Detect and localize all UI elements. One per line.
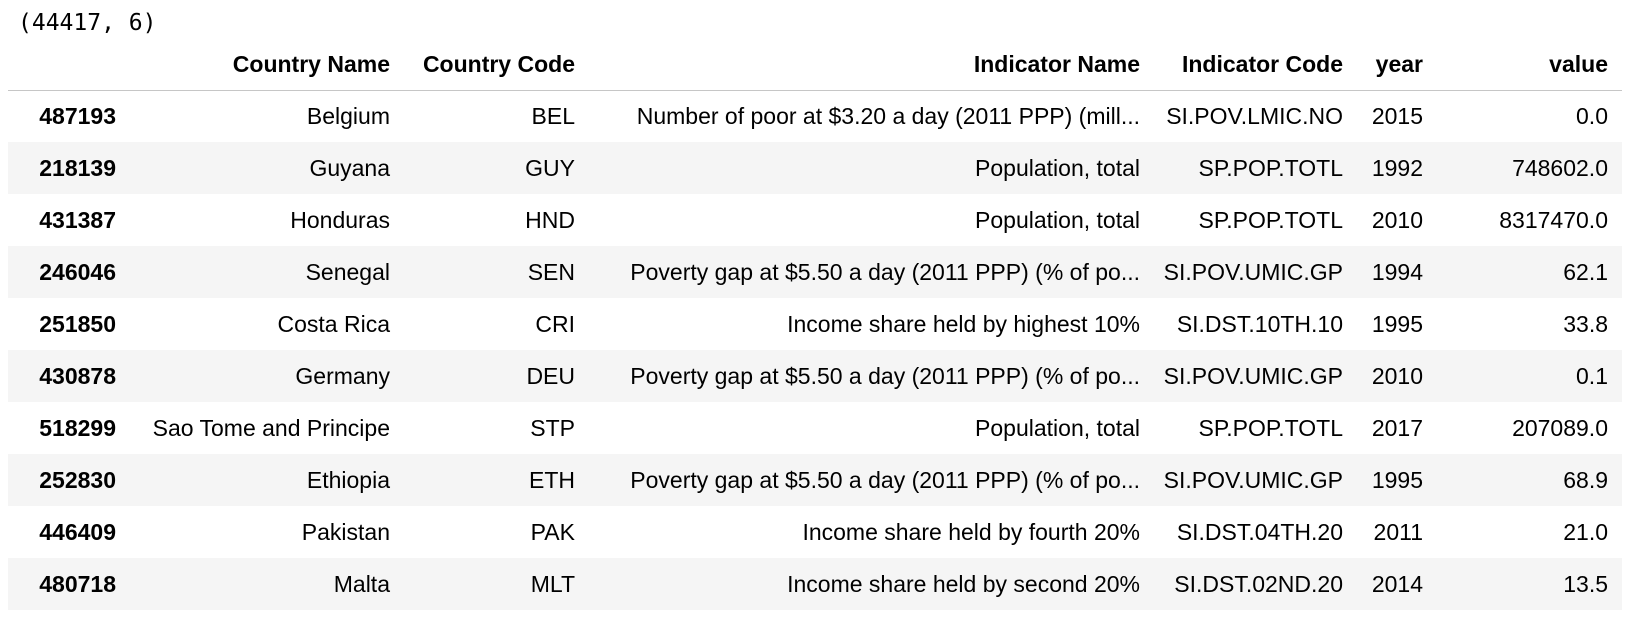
cell-indicator-name: Number of poor at $3.20 a day (2011 PPP)… [636, 102, 1140, 129]
cell-value: 0.0 [1576, 102, 1608, 129]
cell-value: 8317470.0 [1499, 206, 1608, 233]
cell-year: 2011 [1373, 518, 1423, 545]
table-row: 518299 Sao Tome and Principe STP Populat… [8, 402, 1622, 454]
header-row: Country Name Country Code Indicator Name… [8, 40, 1622, 91]
cell-country-code: GUY [525, 154, 575, 181]
cell-country-name: Honduras [290, 206, 390, 233]
cell-year: 2010 [1371, 206, 1423, 233]
header-index [8, 40, 130, 91]
row-index: 252830 [39, 466, 116, 493]
cell-indicator-code: SI.DST.02ND.20 [1174, 570, 1343, 597]
cell-value: 0.1 [1576, 362, 1608, 389]
table-body: 487193 Belgium BEL Number of poor at $3.… [8, 90, 1622, 610]
cell-indicator-code: SI.DST.04TH.20 [1176, 518, 1343, 545]
row-index: 518299 [39, 414, 116, 441]
cell-country-code: DEU [526, 362, 575, 389]
cell-year: 1994 [1371, 258, 1423, 285]
cell-indicator-code: SI.POV.UMIC.GP [1163, 258, 1343, 285]
dataframe-table: Country Name Country Code Indicator Name… [8, 40, 1622, 610]
cell-year: 1995 [1371, 310, 1423, 337]
cell-country-name: Costa Rica [277, 310, 390, 337]
cell-indicator-code: SI.DST.10TH.10 [1176, 310, 1343, 337]
row-index: 446409 [39, 518, 116, 545]
cell-country-code: SEN [527, 258, 575, 285]
row-index: 431387 [39, 206, 116, 233]
cell-year: 1995 [1371, 466, 1423, 493]
cell-indicator-name: Poverty gap at $5.50 a day (2011 PPP) (%… [630, 258, 1140, 285]
cell-country-name: Belgium [306, 102, 390, 129]
cell-country-code: CRI [535, 310, 575, 337]
cell-country-name: Ethiopia [306, 466, 390, 493]
cell-indicator-code: SI.POV.LMIC.NO [1166, 102, 1343, 129]
header-year: year [1357, 40, 1437, 91]
table-header: Country Name Country Code Indicator Name… [8, 40, 1622, 91]
header-country-name: Country Name [130, 40, 404, 91]
row-index: 430878 [39, 362, 116, 389]
table-row: 431387 Honduras HND Population, total SP… [8, 194, 1622, 246]
cell-country-code: STP [530, 414, 575, 441]
cell-value: 21.0 [1563, 518, 1608, 545]
header-indicator-code: Indicator Code [1154, 40, 1357, 91]
cell-year: 2015 [1371, 102, 1423, 129]
cell-indicator-name: Income share held by highest 10% [787, 310, 1140, 337]
table-row: 487193 Belgium BEL Number of poor at $3.… [8, 90, 1622, 142]
cell-indicator-code: SI.POV.UMIC.GP [1163, 362, 1343, 389]
cell-indicator-code: SP.POP.TOTL [1198, 206, 1343, 233]
cell-indicator-name: Population, total [975, 154, 1140, 181]
cell-country-name: Senegal [305, 258, 390, 285]
cell-indicator-name: Poverty gap at $5.50 a day (2011 PPP) (%… [630, 362, 1140, 389]
header-country-code: Country Code [404, 40, 589, 91]
cell-indicator-name: Poverty gap at $5.50 a day (2011 PPP) (%… [630, 466, 1140, 493]
cell-year: 2010 [1371, 362, 1423, 389]
table-row: 251850 Costa Rica CRI Income share held … [8, 298, 1622, 350]
cell-year: 1992 [1371, 154, 1423, 181]
cell-country-code: ETH [529, 466, 575, 493]
table-row: 218139 Guyana GUY Population, total SP.P… [8, 142, 1622, 194]
cell-country-code: MLT [530, 570, 575, 597]
cell-value: 207089.0 [1512, 414, 1608, 441]
header-indicator-name: Indicator Name [589, 40, 1154, 91]
table-row: 430878 Germany DEU Poverty gap at $5.50 … [8, 350, 1622, 402]
row-index: 480718 [39, 570, 116, 597]
dataframe-shape-output: (44417, 6) [18, 10, 157, 36]
cell-country-name: Guyana [309, 154, 390, 181]
row-index: 251850 [39, 310, 116, 337]
cell-country-name: Malta [333, 570, 390, 597]
cell-indicator-name: Population, total [975, 414, 1140, 441]
cell-value: 62.1 [1563, 258, 1608, 285]
table-row: 446409 Pakistan PAK Income share held by… [8, 506, 1622, 558]
cell-country-code: HND [525, 206, 575, 233]
cell-year: 2014 [1371, 570, 1423, 597]
table-row: 480718 Malta MLT Income share held by se… [8, 558, 1622, 610]
row-index: 246046 [39, 258, 116, 285]
cell-country-name: Pakistan [301, 518, 390, 545]
cell-indicator-code: SP.POP.TOTL [1198, 154, 1343, 181]
cell-value: 748602.0 [1512, 154, 1608, 181]
cell-value: 68.9 [1563, 466, 1608, 493]
cell-indicator-name: Income share held by second 20% [787, 570, 1140, 597]
cell-value: 33.8 [1563, 310, 1608, 337]
cell-country-name: Sao Tome and Principe [152, 414, 390, 441]
cell-year: 2017 [1371, 414, 1423, 441]
cell-indicator-name: Population, total [975, 206, 1140, 233]
cell-country-name: Germany [295, 362, 390, 389]
table-row: 246046 Senegal SEN Poverty gap at $5.50 … [8, 246, 1622, 298]
row-index: 218139 [39, 154, 116, 181]
cell-country-code: BEL [531, 102, 575, 129]
cell-indicator-name: Income share held by fourth 20% [802, 518, 1140, 545]
cell-indicator-code: SP.POP.TOTL [1198, 414, 1343, 441]
cell-indicator-code: SI.POV.UMIC.GP [1163, 466, 1343, 493]
table-row: 252830 Ethiopia ETH Poverty gap at $5.50… [8, 454, 1622, 506]
row-index: 487193 [39, 102, 116, 129]
cell-country-code: PAK [530, 518, 575, 545]
cell-value: 13.5 [1563, 570, 1608, 597]
header-value: value [1437, 40, 1622, 91]
